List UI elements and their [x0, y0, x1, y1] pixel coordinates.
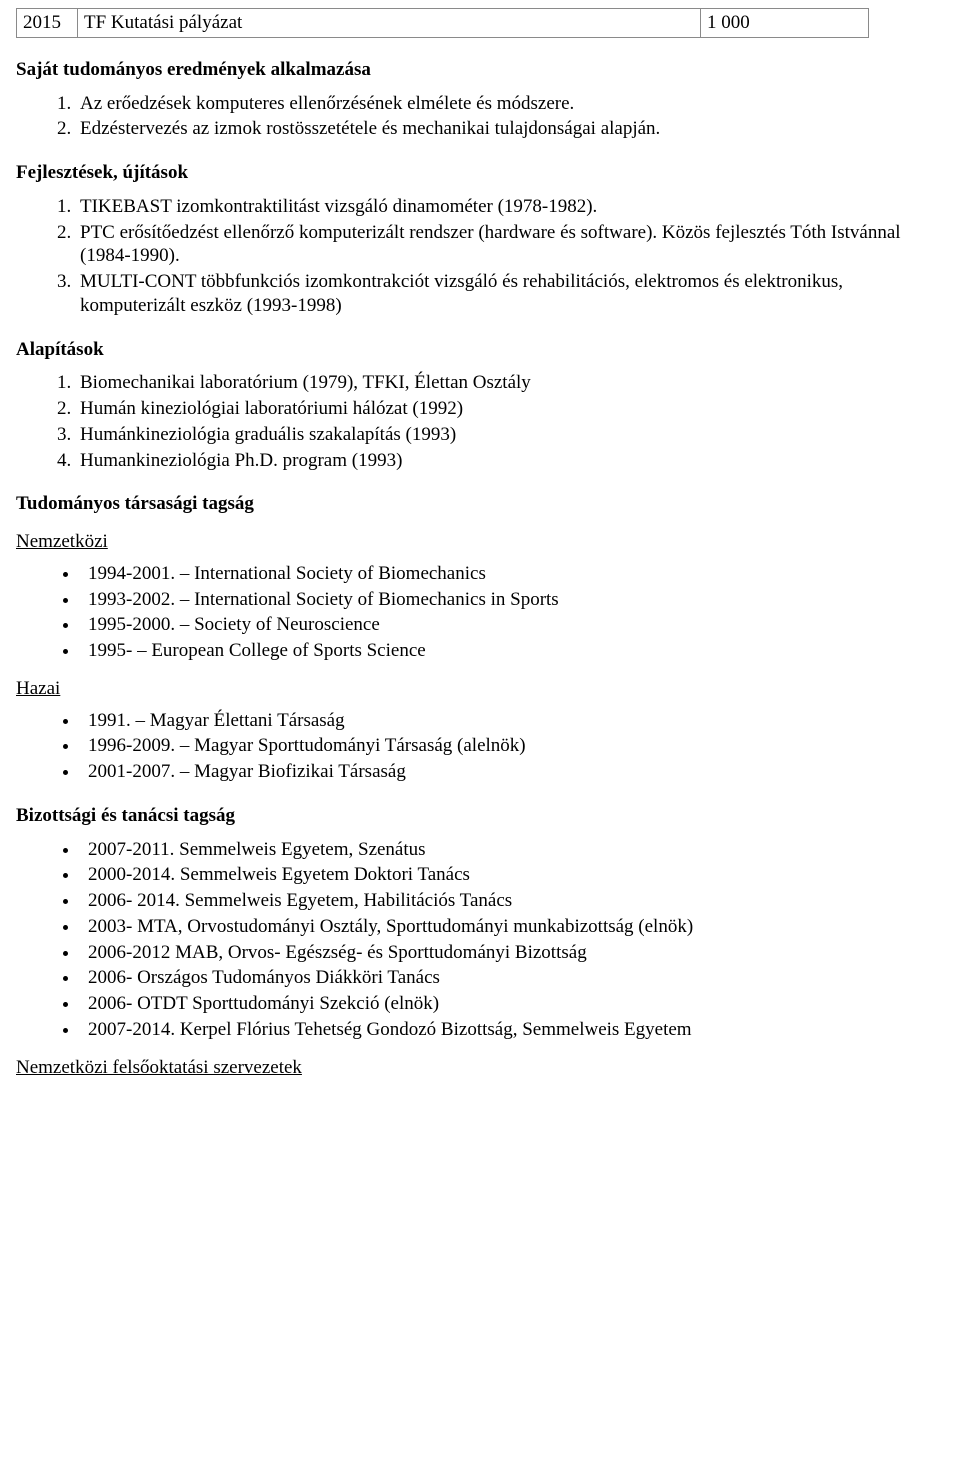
list-item: 1995- – European College of Sports Scien… — [80, 639, 944, 663]
foundations-list: Biomechanikai laboratórium (1979), TFKI,… — [16, 371, 944, 472]
domestic-list: 1991. – Magyar Élettani Társaság 1996-20… — [16, 709, 944, 784]
subheading-domestic: Hazai — [16, 677, 944, 701]
list-item: 2006- OTDT Sporttudományi Szekció (elnök… — [80, 992, 944, 1016]
section-heading-foundations: Alapítások — [16, 338, 944, 362]
list-item: 1994-2001. – International Society of Bi… — [80, 562, 944, 586]
grant-table: 2015 TF Kutatási pályázat 1 000 — [16, 8, 869, 38]
list-item: 2006-2012 MAB, Orvos- Egészség- és Sport… — [80, 941, 944, 965]
section-heading-membership: Tudományos társasági tagság — [16, 492, 944, 516]
list-item: TIKEBAST izomkontraktilitást vizsgáló di… — [76, 195, 944, 219]
list-item: MULTI-CONT többfunkciós izomkontrakciót … — [76, 270, 944, 318]
list-item: 2007-2011. Semmelweis Egyetem, Szenátus — [80, 838, 944, 862]
international-list: 1994-2001. – International Society of Bi… — [16, 562, 944, 663]
list-item: 2007-2014. Kerpel Flórius Tehetség Gondo… — [80, 1018, 944, 1042]
list-item: Humán kineziológiai laboratóriumi hálóza… — [76, 397, 944, 421]
list-item: Humankineziológia Ph.D. program (1993) — [76, 449, 944, 473]
table-row: 2015 TF Kutatási pályázat 1 000 — [17, 9, 869, 38]
list-item: Biomechanikai laboratórium (1979), TFKI,… — [76, 371, 944, 395]
list-item: 2006- Országos Tudományos Diákköri Tanác… — [80, 966, 944, 990]
list-item: Edzéstervezés az izmok rostösszetétele é… — [76, 117, 944, 141]
list-item: 1993-2002. – International Society of Bi… — [80, 588, 944, 612]
developments-list: TIKEBAST izomkontraktilitást vizsgáló di… — [16, 195, 944, 318]
list-item: Humánkineziológia graduális szakalapítás… — [76, 423, 944, 447]
list-item: Az erőedzések komputeres ellenőrzésének … — [76, 92, 944, 116]
list-item: 2003- MTA, Orvostudományi Osztály, Sport… — [80, 915, 944, 939]
results-list: Az erőedzések komputeres ellenőrzésének … — [16, 92, 944, 142]
grant-year-cell: 2015 — [17, 9, 78, 38]
section-heading-results: Saját tudományos eredmények alkalmazása — [16, 58, 944, 82]
section-heading-committee: Bizottsági és tanácsi tagság — [16, 804, 944, 828]
list-item: 1995-2000. – Society of Neuroscience — [80, 613, 944, 637]
list-item: 1991. – Magyar Élettani Társaság — [80, 709, 944, 733]
subheading-intl-edu: Nemzetközi felsőoktatási szervezetek — [16, 1056, 944, 1080]
list-item: 2000-2014. Semmelweis Egyetem Doktori Ta… — [80, 863, 944, 887]
list-item: 1996-2009. – Magyar Sporttudományi Társa… — [80, 734, 944, 758]
section-heading-developments: Fejlesztések, újítások — [16, 161, 944, 185]
grant-title-cell: TF Kutatási pályázat — [78, 9, 701, 38]
committee-list: 2007-2011. Semmelweis Egyetem, Szenátus … — [16, 838, 944, 1042]
list-item: PTC erősítőedzést ellenőrző komputerizál… — [76, 221, 944, 269]
list-item: 2006- 2014. Semmelweis Egyetem, Habilitá… — [80, 889, 944, 913]
grant-amount-cell: 1 000 — [701, 9, 869, 38]
list-item: 2001-2007. – Magyar Biofizikai Társaság — [80, 760, 944, 784]
subheading-international: Nemzetközi — [16, 530, 944, 554]
